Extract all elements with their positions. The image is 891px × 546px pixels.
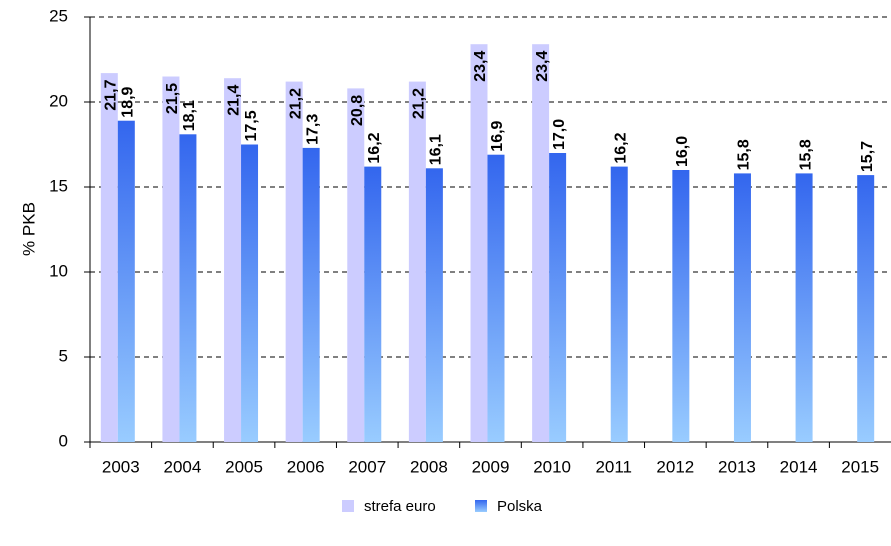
bar [162, 76, 180, 442]
value-label: 21,5 [164, 83, 181, 114]
bar [532, 44, 550, 442]
bar [285, 81, 303, 442]
value-label: 17,3 [304, 114, 321, 145]
value-label: 21,4 [226, 85, 243, 116]
value-label: 17,0 [551, 119, 568, 150]
value-label: 16,2 [366, 132, 383, 163]
y-tick-label: 25 [49, 6, 68, 25]
bar [487, 154, 505, 442]
value-label: 15,8 [736, 139, 753, 170]
value-label: 20,8 [349, 95, 366, 126]
bar [672, 170, 690, 442]
bar [224, 78, 242, 442]
y-tick-label: 10 [49, 261, 68, 280]
bar [425, 168, 443, 443]
y-tick-label: 5 [59, 346, 68, 365]
y-tick-label: 15 [49, 176, 68, 195]
x-tick-label: 2012 [656, 457, 694, 476]
value-label: 17,5 [243, 110, 260, 141]
value-label: 21,7 [103, 79, 120, 110]
bar [100, 73, 118, 442]
bar [408, 81, 426, 442]
value-label: 23,4 [472, 51, 489, 82]
bar [857, 175, 875, 442]
value-label: 15,8 [797, 139, 814, 170]
x-tick-label: 2015 [841, 457, 879, 476]
bar [241, 144, 259, 442]
legend-swatch [475, 500, 487, 512]
y-tick-label: 0 [59, 431, 68, 450]
bar [470, 44, 488, 442]
value-label: 18,9 [120, 86, 137, 117]
value-label: 16,0 [674, 136, 691, 167]
x-tick-label: 2008 [410, 457, 448, 476]
x-tick-label: 2005 [225, 457, 263, 476]
bar [347, 88, 365, 443]
x-tick-label: 2004 [164, 457, 202, 476]
value-label: 15,7 [859, 141, 876, 172]
value-label: 16,2 [612, 132, 629, 163]
x-tick-label: 2013 [718, 457, 756, 476]
value-label: 23,4 [534, 51, 551, 82]
value-label: 21,2 [411, 88, 428, 119]
y-tick-label: 20 [49, 91, 68, 110]
legend-label: strefa euro [364, 498, 436, 515]
value-label: 16,1 [428, 134, 445, 165]
legend-swatch [342, 500, 354, 512]
value-label: 16,9 [489, 120, 506, 151]
y-axis-label: % PKB [19, 202, 38, 256]
x-tick-label: 2006 [287, 457, 325, 476]
bar [795, 173, 813, 442]
bar [364, 166, 382, 442]
bar [549, 153, 567, 442]
bar [117, 120, 135, 442]
bar [302, 147, 320, 442]
x-tick-label: 2003 [102, 457, 140, 476]
bar [733, 173, 751, 442]
x-tick-label: 2009 [472, 457, 510, 476]
legend-label: Polska [497, 498, 543, 515]
bar [179, 134, 197, 443]
value-label: 21,2 [287, 88, 304, 119]
x-tick-label: 2011 [595, 457, 632, 476]
x-tick-label: 2010 [533, 457, 571, 476]
bar [610, 166, 628, 442]
value-label: 18,1 [181, 100, 198, 131]
x-tick-label: 2014 [780, 457, 818, 476]
x-tick-label: 2007 [348, 457, 386, 476]
